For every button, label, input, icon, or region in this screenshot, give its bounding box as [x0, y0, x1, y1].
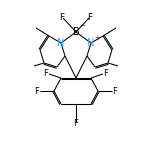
Text: F: F	[59, 14, 65, 22]
Text: F: F	[44, 69, 48, 78]
Text: N: N	[57, 38, 65, 48]
Text: F: F	[113, 86, 117, 95]
Text: B: B	[73, 27, 79, 37]
Text: F: F	[87, 14, 93, 22]
Text: F: F	[74, 119, 78, 128]
Text: F: F	[104, 69, 108, 78]
Text: +: +	[95, 35, 100, 40]
Text: −: −	[79, 24, 85, 29]
Text: N: N	[87, 38, 95, 48]
Text: F: F	[35, 86, 39, 95]
